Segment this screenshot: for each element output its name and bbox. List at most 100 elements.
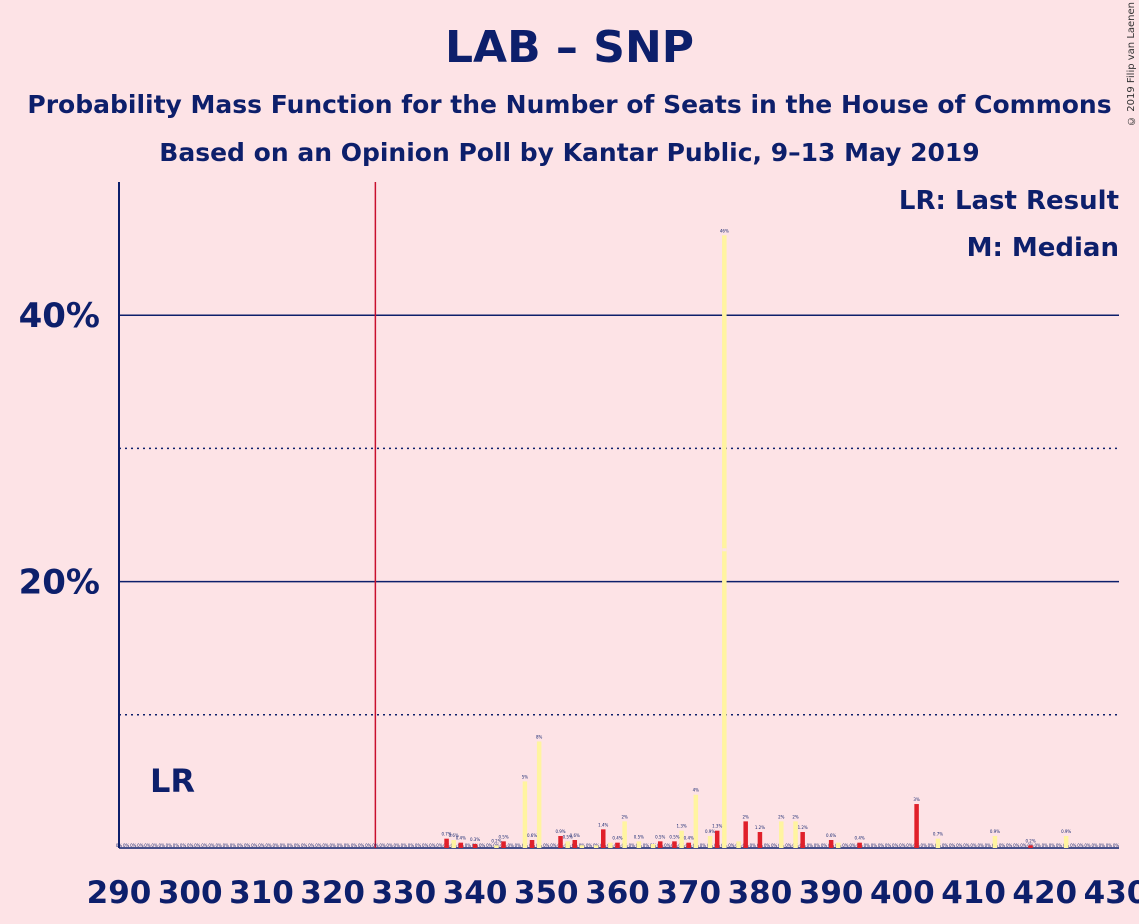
bar-337 [451, 840, 456, 848]
bar-383 [779, 821, 784, 848]
zero-bar-label: 0% [216, 843, 223, 848]
zero-bar-label: 0% [379, 843, 386, 848]
zero-bar-label: 0% [1006, 843, 1013, 848]
bar-data-label: 0.9% [555, 829, 565, 834]
zero-bar-label: 0% [871, 843, 878, 848]
bar-366 [657, 841, 663, 848]
bar-data-label: 0.7% [933, 832, 943, 837]
zero-bar-label: 0% [1077, 843, 1084, 848]
zero-bar-label: 0% [194, 843, 201, 848]
bar-369 [679, 830, 684, 848]
zero-bar-label: 0% [344, 843, 351, 848]
bar-386 [800, 832, 805, 848]
zero-bar-label: 0% [173, 843, 180, 848]
bar-data-label: 0.2% [491, 838, 501, 843]
bar-349 [536, 741, 542, 848]
bar-data-label: 1.3% [712, 824, 722, 829]
zero-bar-label: 0% [978, 843, 985, 848]
bar-data-label: 46% [720, 228, 729, 233]
zero-bar-label: 0% [166, 843, 173, 848]
zero-bar-label: 0% [807, 843, 814, 848]
zero-bar-label: 0% [465, 843, 472, 848]
bar-data-label: 1.4% [598, 822, 608, 827]
zero-bar-label: 0% [208, 843, 215, 848]
bar-data-label: 0.5% [498, 834, 508, 839]
zero-bar-label: 0% [864, 843, 871, 848]
bar-370 [686, 842, 691, 848]
zero-bar-label: 0% [230, 843, 237, 848]
zero-bar-label: 0% [315, 843, 322, 848]
zero-bar-label: 0% [1099, 843, 1106, 848]
zero-bar-label: 0% [629, 843, 636, 848]
bar-373 [707, 836, 713, 848]
zero-bar-label: 0% [237, 843, 244, 848]
bar-data-label: 0.5% [634, 834, 644, 839]
bar-377 [736, 841, 741, 848]
zero-bar-label: 0% [123, 843, 130, 848]
bar-380 [757, 832, 763, 848]
bar-371 [693, 794, 699, 848]
zero-bar-label: 0% [130, 843, 137, 848]
bar-data-label: 0.4% [456, 836, 466, 841]
zero-bar-label: 0% [921, 843, 928, 848]
zero-bar-label: 0% [337, 843, 344, 848]
zero-bar-label: 0% [365, 843, 372, 848]
zero-bar-label: 0% [280, 843, 287, 848]
x-tick-label: 320 [300, 875, 365, 911]
zero-bar-label: 0% [479, 843, 486, 848]
zero-bar-label: 0% [1070, 843, 1077, 848]
zero-bar-label: 0% [728, 843, 735, 848]
bar-data-label: 3% [913, 797, 920, 802]
bar-344 [501, 841, 506, 848]
zero-bar-label: 0% [949, 843, 956, 848]
zero-bar-label: 0% [899, 843, 906, 848]
zero-bar-label: 0% [137, 843, 144, 848]
bar-365 [650, 844, 656, 848]
bar-data-label: 0.4% [612, 836, 622, 841]
bar-359 [608, 842, 613, 848]
zero-bar-label: 0% [394, 843, 401, 848]
bar-data-label: 0.6% [449, 833, 459, 838]
x-tick-label: 420 [1012, 875, 1077, 911]
zero-bar-label: 0% [1042, 843, 1049, 848]
bar-361 [622, 821, 627, 848]
bar-360 [615, 842, 620, 848]
zero-bar-label: 0% [401, 843, 408, 848]
y-tick-label: 40% [19, 296, 100, 336]
bar-data-label: 0.6% [826, 833, 836, 838]
zero-bar-label: 0% [1056, 843, 1063, 848]
zero-bar-label: 0% [999, 843, 1006, 848]
zero-bar-label: 0% [258, 843, 265, 848]
zero-bar-label: 0% [963, 843, 970, 848]
bar-data-label: 1.2% [798, 825, 808, 830]
zero-bar-label: 0% [942, 843, 949, 848]
x-tick-label: 300 [158, 875, 223, 911]
zero-bar-label: 0% [308, 843, 315, 848]
x-tick-label: 350 [514, 875, 579, 911]
legend-last-result: LR: Last Result [898, 186, 1119, 216]
zero-bar-label: 0% [159, 843, 166, 848]
zero-bar-label: 0% [301, 843, 308, 848]
zero-bar-label: 0% [586, 843, 593, 848]
bar-418 [1028, 845, 1033, 848]
zero-bar-label: 0% [429, 843, 436, 848]
bar-363 [636, 841, 642, 848]
x-tick-label: 360 [585, 875, 650, 911]
x-tick-label: 410 [941, 875, 1006, 911]
zero-bar-label: 0% [643, 843, 650, 848]
zero-bar-label: 0% [386, 843, 393, 848]
zero-bar-label: 0% [543, 843, 550, 848]
bar-data-label: 2% [743, 814, 750, 819]
zero-bar-label: 0% [970, 843, 977, 848]
x-tick-label: 390 [799, 875, 864, 911]
y-tick-label: 20% [19, 563, 100, 603]
zero-bar-label: 0% [322, 843, 329, 848]
zero-bar-label: 0% [116, 843, 123, 848]
bar-data-label: 2% [621, 814, 628, 819]
legend-median: M: Median [966, 233, 1119, 263]
bar-352 [558, 836, 563, 848]
bar-data-label: 2% [778, 814, 785, 819]
zero-bar-label: 0% [956, 843, 963, 848]
zero-bar-label: 0% [287, 843, 294, 848]
zero-bar-label: 0% [842, 843, 849, 848]
